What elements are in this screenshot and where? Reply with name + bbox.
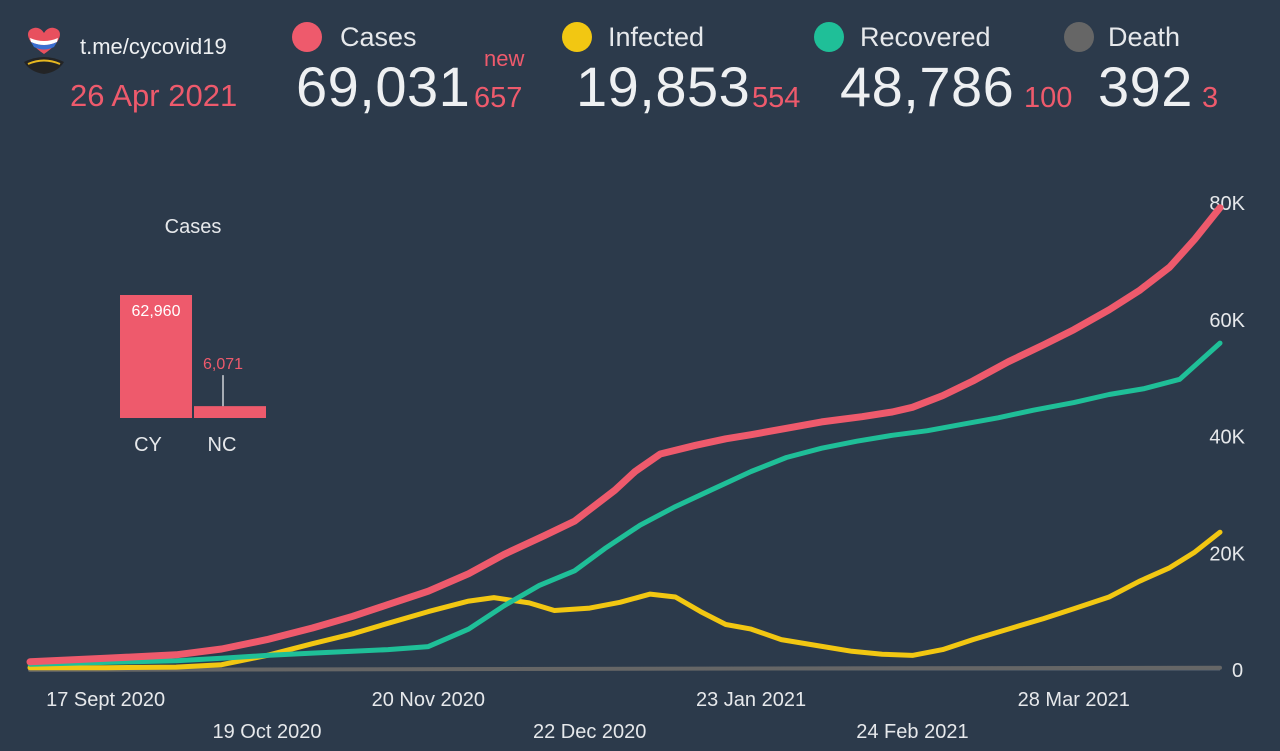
cases-legend-dot [292, 22, 322, 52]
series-line-recovered [27, 340, 1223, 667]
heart-flag-logo [24, 27, 64, 74]
series-line-death [28, 665, 1222, 672]
x-tick-label: 22 Dec 2020 [533, 721, 646, 743]
inset-category-label: CY [134, 434, 162, 456]
inset-value-label: 6,071 [203, 356, 243, 373]
death-new: 3 [1202, 82, 1219, 114]
cases-legend-label: Cases [340, 22, 417, 52]
infected-legend-label: Infected [608, 22, 705, 52]
x-tick-label: 17 Sept 2020 [46, 689, 165, 711]
new-tag: new [484, 46, 525, 71]
x-tick-label: 24 Feb 2021 [856, 721, 968, 743]
recovered-legend-label: Recovered [860, 22, 991, 52]
series-line-infected [27, 529, 1223, 671]
channel-handle[interactable]: t.me/cycovid19 [80, 34, 227, 59]
death-total: 392 [1098, 55, 1193, 118]
x-tick-label: 20 Nov 2020 [372, 689, 485, 711]
y-tick-label: 0 [1232, 660, 1243, 682]
recovered-total: 48,786 [840, 55, 1015, 118]
y-tick-label: 40K [1209, 427, 1245, 449]
x-tick-label: 23 Jan 2021 [696, 689, 806, 711]
infected-new: 554 [752, 82, 801, 114]
cases-total: 69,031 [296, 55, 471, 118]
x-tick-label: 28 Mar 2021 [1018, 689, 1130, 711]
series-line-cases [26, 204, 1224, 666]
x-tick-label: 19 Oct 2020 [213, 721, 322, 743]
inset-bar-nc [194, 406, 266, 418]
inset-category-label: NC [208, 434, 237, 456]
inset-value-label: 62,960 [132, 303, 181, 320]
death-legend-dot [1064, 22, 1094, 52]
cases-new: 657 [474, 82, 523, 114]
report-date: 26 Apr 2021 [70, 78, 238, 113]
infected-total: 19,853 [576, 55, 751, 118]
recovered-legend-dot [814, 22, 844, 52]
recovered-new: 100 [1024, 82, 1073, 114]
inset-chart-title: Cases [165, 216, 222, 238]
inset-bar-cy [120, 295, 192, 418]
death-legend-label: Death [1108, 22, 1181, 52]
y-tick-label: 60K [1209, 310, 1245, 332]
infected-legend-dot [562, 22, 592, 52]
y-tick-label: 20K [1209, 543, 1245, 565]
